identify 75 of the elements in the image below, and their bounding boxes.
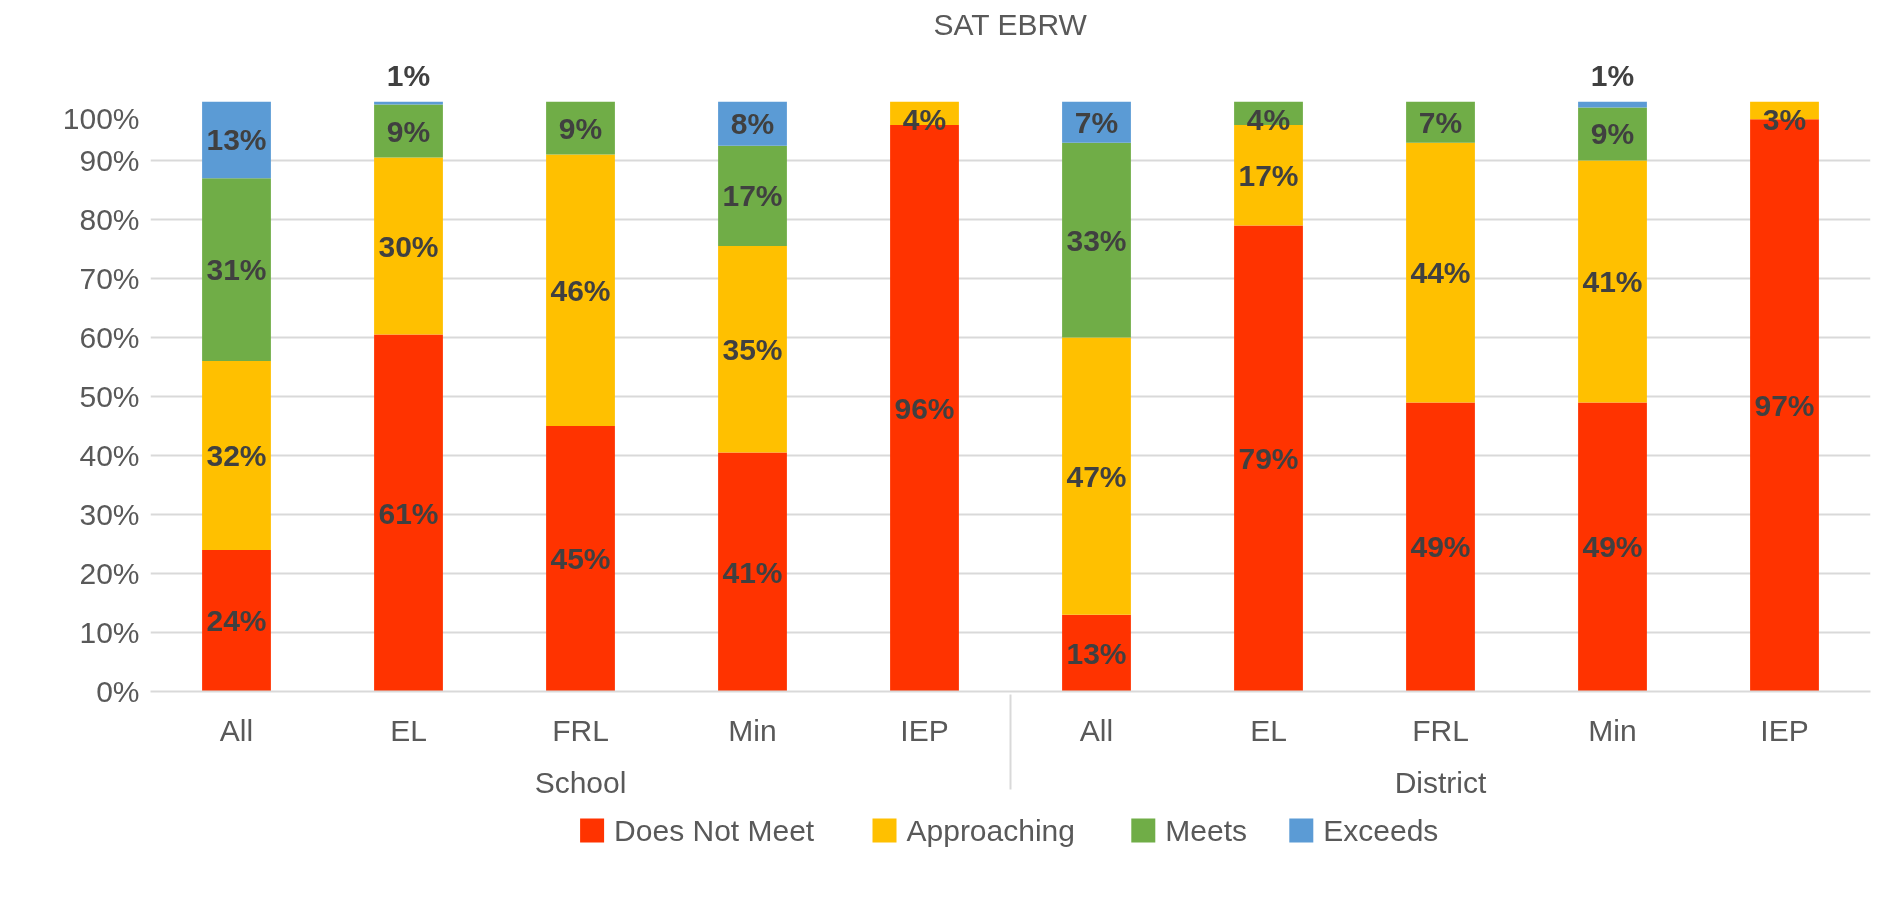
- text: School: [534, 765, 627, 799]
- data-label: 41%: [1582, 264, 1643, 298]
- data-label: 9%: [386, 114, 431, 148]
- data-label: 47%: [1066, 459, 1127, 493]
- data-label: 45%: [550, 542, 611, 576]
- text: District: [1394, 765, 1487, 799]
- data-label: 32%: [206, 439, 267, 472]
- y-tick-label: 40%: [79, 439, 140, 472]
- data-label: 96%: [894, 391, 955, 425]
- data-label: 33%: [1066, 223, 1127, 257]
- data-label: 17%: [722, 179, 783, 213]
- data-label: 8%: [730, 107, 775, 141]
- bar: [1062, 337, 1131, 615]
- legend-label: Does Not Meet: [614, 814, 815, 847]
- bar: [1234, 225, 1303, 692]
- data-label: 13%: [1066, 636, 1127, 670]
- x-tick-label: All: [219, 713, 254, 747]
- legend-label: Meets: [1165, 814, 1247, 847]
- y-tick-label: 90%: [79, 144, 140, 177]
- data-label: 31%: [206, 253, 267, 287]
- x-tick-label: FRL: [1412, 713, 1469, 747]
- data-label: 97%: [1754, 388, 1815, 422]
- y-tick-label: 100%: [62, 101, 140, 135]
- legend-label: Approaching: [906, 814, 1075, 847]
- data-label: 7%: [1074, 105, 1119, 139]
- data-label: 30%: [378, 229, 439, 263]
- y-tick-label: 50%: [79, 380, 140, 413]
- data-label: 1%: [386, 58, 431, 92]
- x-tick-label: EL: [1250, 713, 1287, 747]
- y-tick-label: 30%: [79, 498, 140, 531]
- bar: [1406, 142, 1475, 403]
- bar: [202, 178, 271, 362]
- data-label: 49%: [1410, 530, 1471, 564]
- data-label: 61%: [378, 496, 439, 530]
- data-label: 35%: [722, 332, 783, 366]
- chart-title: SAT EBRW: [933, 7, 1088, 41]
- bar: [374, 334, 443, 692]
- data-label: 9%: [558, 111, 603, 145]
- data-label: 9%: [1590, 117, 1635, 151]
- bar: [1578, 160, 1647, 403]
- data-label: 17%: [1238, 158, 1299, 192]
- x-tick-label: IEP: [1760, 713, 1809, 747]
- x-tick-label: Min: [1588, 713, 1637, 747]
- legend-label: Exceeds: [1323, 814, 1439, 847]
- data-label: 44%: [1410, 256, 1471, 290]
- bar: [1578, 402, 1647, 692]
- bar: [202, 549, 271, 692]
- x-tick-label: EL: [390, 713, 427, 747]
- x-tick-label: FRL: [552, 713, 609, 747]
- x-tick-label: All: [1079, 713, 1114, 747]
- data-label: 79%: [1238, 441, 1299, 475]
- data-label: 13%: [206, 123, 267, 157]
- y-tick-label: 70%: [79, 262, 140, 295]
- y-tick-label: 10%: [79, 616, 140, 649]
- data-label: 41%: [722, 555, 783, 589]
- y-tick-label: 60%: [79, 321, 140, 354]
- bar: [718, 452, 787, 692]
- bar: [202, 361, 271, 550]
- x-tick-label: IEP: [900, 713, 949, 747]
- y-tick-label: 0%: [96, 675, 140, 708]
- data-label: 7%: [1418, 105, 1463, 139]
- bar: [718, 145, 787, 247]
- data-label: 24%: [206, 604, 267, 638]
- bar: [546, 426, 615, 692]
- bar: [546, 154, 615, 426]
- data-label: 1%: [1590, 58, 1635, 92]
- data-label: 46%: [550, 273, 611, 307]
- bar: [1062, 142, 1131, 338]
- data-label: 49%: [1582, 530, 1643, 564]
- bar: [718, 246, 787, 453]
- y-tick-label: 80%: [79, 203, 140, 236]
- bar: [374, 157, 443, 335]
- x-tick-label: Min: [728, 713, 777, 747]
- y-tick-label: 20%: [79, 557, 140, 590]
- bar: [1406, 402, 1475, 692]
